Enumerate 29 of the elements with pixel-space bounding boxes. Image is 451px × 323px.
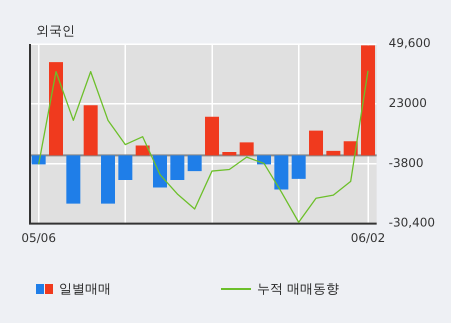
bar (170, 155, 184, 180)
bar (188, 155, 202, 172)
bar (84, 105, 98, 156)
bar (49, 62, 63, 156)
bar (222, 152, 236, 156)
chart-title: 외국인 (36, 23, 75, 40)
bar (326, 150, 340, 156)
y-tick-label: 23000 (388, 96, 427, 110)
bar (101, 155, 115, 204)
bar (66, 155, 80, 204)
bar (240, 142, 254, 156)
bar (361, 45, 376, 156)
legend-label: 일별매매 (59, 281, 111, 298)
bar (292, 155, 306, 179)
bar (274, 155, 288, 190)
bar (309, 130, 324, 156)
bar (344, 141, 358, 156)
bar (153, 155, 168, 188)
y-tick-label: -3800 (388, 156, 424, 170)
bar (118, 155, 132, 180)
y-tick-label: 49,600 (388, 36, 431, 50)
bar (257, 155, 272, 164)
bar (136, 145, 150, 156)
x-tick-label: 06/02 (350, 230, 386, 245)
bar (32, 155, 46, 164)
x-tick-label: 05/06 (21, 230, 56, 245)
bar (205, 116, 220, 156)
legend-label: 누적 매매동향 (257, 281, 340, 298)
y-tick-label: -30,400 (388, 216, 436, 230)
